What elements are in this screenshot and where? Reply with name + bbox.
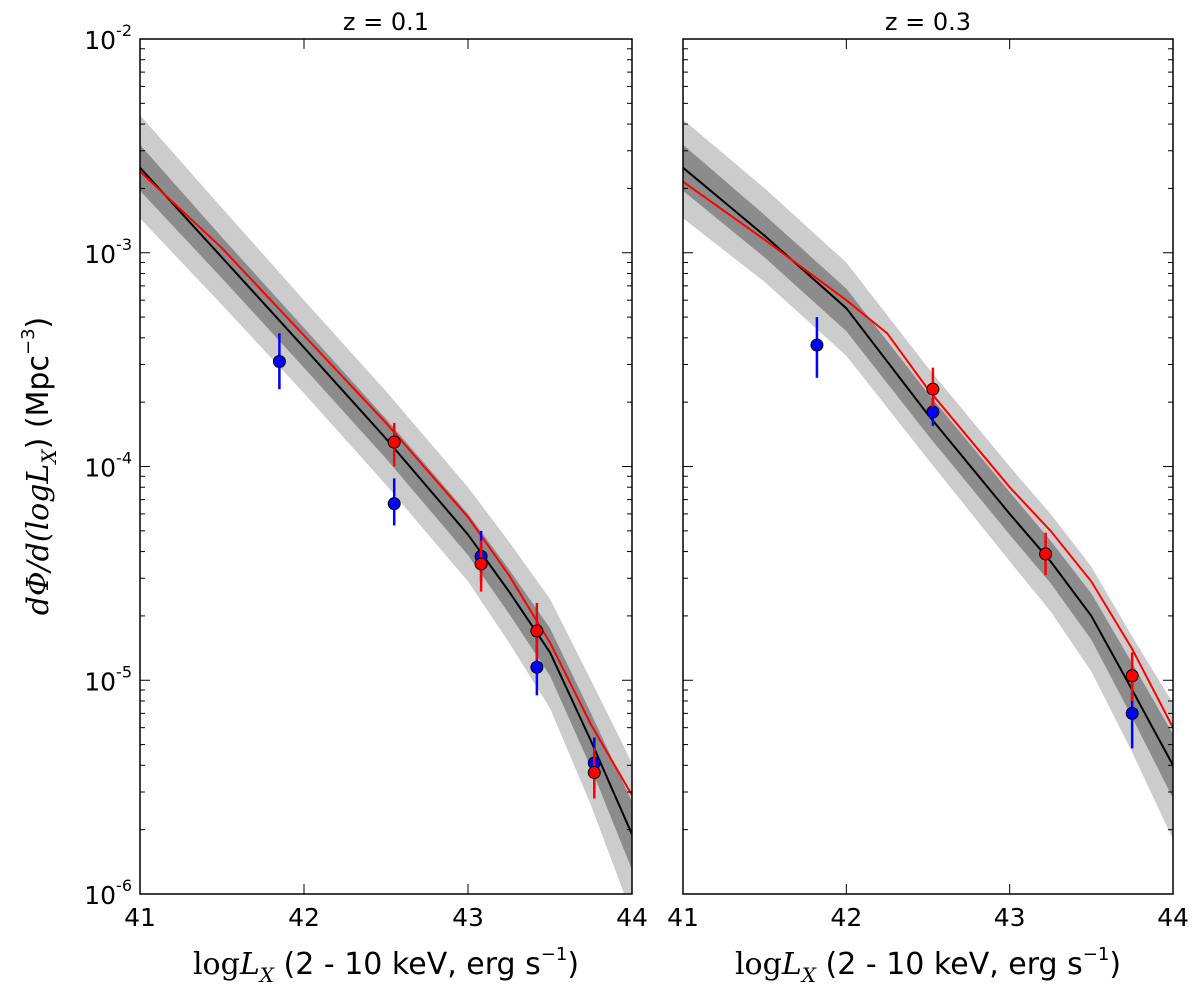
red-data-point [387, 422, 401, 467]
red-marker [387, 435, 401, 449]
x-axis-label: logLX (2 - 10 keV, erg s−1) [735, 944, 1121, 987]
x-tick-label: 43 [452, 903, 484, 932]
y-tick-label: 10-6 [84, 876, 132, 910]
blue-marker [387, 497, 401, 511]
blue-marker [810, 338, 824, 352]
x-tick-label: 41 [667, 903, 699, 932]
blue-marker [1125, 706, 1139, 720]
blue-data-point [387, 478, 401, 526]
y-tick-label: 10-4 [84, 449, 132, 483]
red-data-point [1125, 652, 1139, 701]
x-tick-label: 44 [1157, 903, 1189, 932]
x-tick-label: 42 [830, 903, 862, 932]
y-tick-label: 10-3 [84, 235, 132, 269]
red-data-point [474, 540, 488, 592]
x-tick-label: 42 [288, 903, 320, 932]
x-ticks: 41 42 43 44 [667, 39, 1189, 932]
y-tick-label: 10-5 [84, 662, 132, 696]
axes-frame [682, 38, 1174, 895]
inner-confidence-band [683, 144, 1173, 799]
panel-z-0.1: 41 42 43 44 10-6 10-5 10-4 10-3 10-2 z = 0.1 logLX… [84, 8, 648, 987]
red-model-line [140, 170, 632, 796]
y-tick-label: 10-2 [84, 21, 132, 55]
blue-data-point [272, 333, 286, 390]
blue-marker [926, 405, 940, 419]
red-marker [1039, 547, 1053, 561]
panel-title: z = 0.3 [885, 8, 971, 36]
red-marker [926, 382, 940, 396]
plot-area [683, 119, 1173, 840]
x-ticks: 41 42 43 44 [124, 39, 648, 932]
model-median-line [140, 167, 632, 835]
red-data-point [530, 602, 544, 660]
panel-title: z = 0.1 [343, 8, 429, 36]
red-marker [1125, 669, 1139, 683]
y-ticks: 10-6 10-5 10-4 10-3 10-2 [84, 21, 632, 910]
red-marker [474, 557, 488, 571]
x-tick-label: 41 [124, 903, 156, 932]
plot-area [140, 115, 632, 894]
red-data-point [926, 367, 940, 407]
red-marker [587, 766, 601, 780]
x-tick-label: 44 [616, 903, 648, 932]
red-marker [530, 624, 544, 638]
red-model-line [683, 180, 1173, 729]
blue-data-point [810, 317, 824, 378]
x-axis-label: logLX (2 - 10 keV, erg s−1) [193, 944, 579, 987]
red-data-point [1039, 532, 1053, 576]
y-axis-label: dΦ/d(logLX) (Mpc−3) [18, 317, 61, 616]
blue-marker [272, 354, 286, 368]
outer-confidence-band [683, 119, 1173, 840]
y-ticks [683, 38, 1173, 895]
x-tick-label: 43 [994, 903, 1026, 932]
blue-marker [530, 660, 544, 674]
inner-confidence-band [140, 144, 632, 870]
panel-z-0.3: 41 42 43 44 z = 0.3 logLX (2 - 10 keV, erg s−… [667, 8, 1189, 987]
red-data-point [587, 748, 601, 799]
